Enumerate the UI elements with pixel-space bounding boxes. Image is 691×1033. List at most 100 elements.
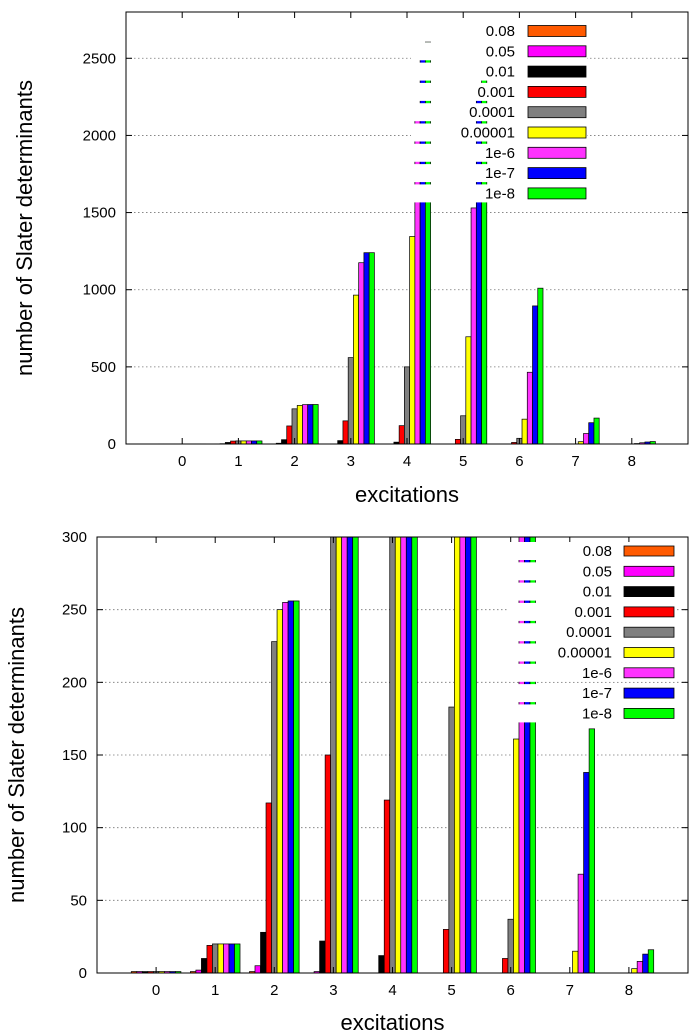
legend-label: 1e-7 [485, 165, 515, 182]
x-tick-label: 2 [290, 453, 298, 470]
legend: 0.08 0.05 0.01 0.001 0.0001 0.00001 1e-6 1e-7 1e… [411, 22, 587, 203]
plot-frame [96, 536, 689, 974]
bar-0.00001-3 [353, 294, 360, 444]
legend-label: 0.05 [583, 563, 612, 580]
bar-0.01-2 [281, 439, 288, 444]
bar-1e-6-3 [341, 537, 348, 973]
legend-swatch [527, 25, 587, 37]
bar-0.00001-4 [409, 236, 416, 444]
x-tick-label: 0 [178, 453, 186, 470]
bar-1e-8-2 [293, 600, 300, 973]
legend-label: 0.001 [477, 84, 515, 101]
bar-0.00001-3 [335, 537, 343, 973]
bar-0.0001-4 [404, 366, 410, 444]
legend-swatch [527, 187, 587, 200]
bar-0.00001-4 [394, 537, 402, 973]
legend-label: 0.08 [486, 23, 515, 40]
legend-swatch [527, 146, 587, 159]
bar-0.001-4 [383, 799, 391, 973]
bar-1e-6-5 [459, 537, 466, 973]
legend-swatch [527, 45, 587, 58]
bar-1e-8-2 [312, 404, 319, 444]
y-tick-label: 500 [91, 359, 116, 376]
x-tick-label: 5 [447, 982, 455, 999]
y-tick-label: 200 [62, 674, 87, 691]
bar-1e-7-6 [524, 537, 531, 973]
bar-0.00001-1 [217, 943, 224, 973]
bar-1e-6-1 [223, 943, 230, 973]
bar-0.001-5 [442, 929, 450, 973]
x-tick-label: 1 [234, 453, 242, 470]
legend-swatch [623, 647, 675, 658]
bar-1e-6-7 [577, 873, 584, 973]
x-tick-label: 5 [459, 453, 467, 470]
x-tick-label: 2 [270, 982, 278, 999]
y-tick-label: 100 [62, 820, 87, 837]
bar-1e-7-2 [287, 600, 294, 973]
x-tick-label: 0 [152, 982, 160, 999]
bar-1e-7-3 [346, 537, 354, 973]
bar-1e-7-5 [465, 537, 472, 973]
bar-1e-8-6 [537, 287, 544, 444]
bar-1e-8-4 [425, 41, 431, 444]
bar-0.001-1 [206, 945, 213, 973]
legend-swatch [527, 167, 587, 180]
y-tick-label: 0 [108, 436, 116, 453]
legend: 0.08 0.05 0.01 0.001 0.0001 0.00001 1e-6 1e-7 1e… [508, 542, 676, 723]
bar-0.001-3 [324, 754, 331, 973]
bar-1e-6-2 [302, 404, 309, 444]
bar-0.01-3 [319, 940, 326, 973]
bars [130, 537, 655, 973]
bar-0.00001-2 [276, 609, 283, 973]
x-tick-label: 1 [211, 982, 219, 999]
x-tick-label: 8 [625, 982, 633, 999]
x-tick-label: 8 [628, 453, 636, 470]
bar-0.01-2 [260, 931, 267, 973]
legend-label: 1e-6 [582, 665, 612, 682]
bar-0.0001-4 [389, 537, 396, 973]
bar-0.0001-3 [330, 537, 337, 973]
legend-label: 1e-7 [582, 685, 612, 702]
bar-1e-6-6 [518, 537, 525, 973]
bar-1e-7-2 [307, 404, 314, 444]
bar-1e-8-8 [649, 441, 656, 444]
bar-1e-7-7 [588, 422, 595, 444]
x-tick-label: 7 [566, 982, 574, 999]
bar-1e-8-3 [368, 252, 375, 444]
bar-0.001-4 [398, 425, 405, 444]
bar-1e-7-3 [363, 252, 370, 444]
bar-0.0001-6 [507, 918, 514, 973]
bar-1e-8-0 [175, 971, 182, 973]
bar-1e-8-1 [234, 943, 241, 973]
bar-1e-6-7 [583, 433, 590, 444]
legend-label: 0.05 [486, 43, 515, 60]
bar-0.001-3 [342, 420, 349, 444]
x-tick-label: 3 [347, 453, 355, 470]
legend-swatch [623, 667, 675, 679]
legend-swatch [623, 687, 675, 699]
bar-1e-8-5 [470, 537, 477, 973]
legend-label: 0.01 [486, 64, 515, 81]
bar-1e-8-6 [529, 537, 536, 973]
y-tick-label: 1000 [83, 282, 116, 299]
legend-label: 0.0001 [566, 624, 612, 641]
bar-0.00001-8 [631, 968, 638, 973]
bar-1e-8-8 [647, 949, 655, 973]
legend-label: 1e-8 [582, 705, 612, 722]
bar-0.00001-6 [521, 418, 528, 444]
bar-0.001-6 [502, 958, 509, 973]
bar-0.01-3 [337, 440, 344, 444]
legend-label: 0.00001 [558, 645, 612, 662]
legend-swatch [623, 606, 675, 618]
bar-1e-8-3 [352, 537, 359, 973]
bar-1e-7-5 [475, 88, 482, 444]
legend-label: 0.00001 [461, 125, 515, 142]
x-tick-label: 7 [571, 453, 579, 470]
bar-0.001-2 [265, 802, 272, 973]
legend-label: 0.0001 [469, 104, 515, 121]
legend-swatch [623, 708, 675, 719]
bar-1e-8-7 [593, 417, 600, 444]
y-axis-label: number of Slater determinants [12, 80, 37, 376]
